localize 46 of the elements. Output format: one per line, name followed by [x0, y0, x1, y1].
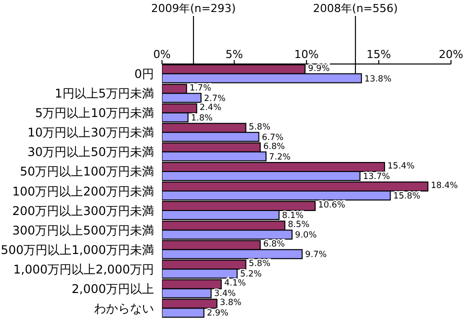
data-label: 15.4% [388, 161, 415, 172]
data-label: 9.9% [308, 64, 330, 74]
data-label: 4.1% [224, 278, 246, 289]
x-tick-label: 15% [366, 48, 391, 61]
data-label: 3.4% [214, 289, 236, 300]
data-label: 3.8% [220, 298, 242, 308]
text: 2008年(n=556) [313, 2, 398, 15]
data-label: 10.6% [318, 200, 346, 211]
data-label: 18.4% [430, 181, 458, 192]
x-tick-label: 10% [294, 48, 319, 61]
data-label: 5.8% [248, 122, 270, 132]
y-tick-label: 300万円以上500万円未満 [12, 223, 154, 238]
data-label: 15.8% [393, 192, 420, 202]
data-label: 8.1% [282, 211, 304, 222]
y-tick-label: 50万円以上100万円未満 [20, 164, 154, 179]
x-tick-label: 0% [153, 48, 171, 61]
y-tick-label: 1,000万円以上2,000万円 [13, 262, 154, 276]
y-tick-label: 100万円以上200万円未満 [12, 184, 154, 198]
data-label: 6.8% [263, 142, 285, 152]
data-label: 6.7% [262, 132, 284, 143]
y-tick-label: 30万円以上50万円未満 [27, 145, 154, 160]
y-tick-label: 10万円以上30万円未満 [27, 126, 154, 140]
y-tick-label: 200万円以上300万円未満 [12, 204, 154, 218]
data-label: 13.7% [362, 172, 390, 182]
data-label: 5.8% [248, 259, 270, 270]
y-tick-label: 2,000万円以上 [72, 282, 154, 296]
y-tick-label: わからない [94, 301, 154, 316]
y-tick-label: 0円 [134, 67, 154, 82]
data-label: 8.5% [288, 220, 310, 230]
data-label: 2.4% [200, 102, 222, 113]
text: 2009年(n=293) [151, 2, 236, 15]
data-label: 1.7% [190, 83, 212, 94]
data-label: 9.7% [305, 250, 327, 260]
data-label: 2.9% [206, 308, 229, 319]
data-label: 5.2% [240, 270, 262, 280]
y-tick-label: 5万円以上10万円未満 [35, 106, 154, 120]
x-tick-label: 20% [438, 48, 464, 61]
data-label: 1.8% [191, 113, 213, 124]
y-tick-label: 1円以上5万円未満 [54, 86, 154, 101]
data-label: 2.7% [204, 94, 226, 104]
data-label: 9.0% [295, 230, 317, 241]
y-tick-label: 500万円以上1,000万円未満 [0, 242, 154, 257]
data-label: 7.2% [269, 152, 291, 162]
x-tick-label: 5% [226, 48, 243, 61]
data-label: 6.8% [263, 240, 285, 250]
data-label: 13.8% [364, 74, 392, 84]
